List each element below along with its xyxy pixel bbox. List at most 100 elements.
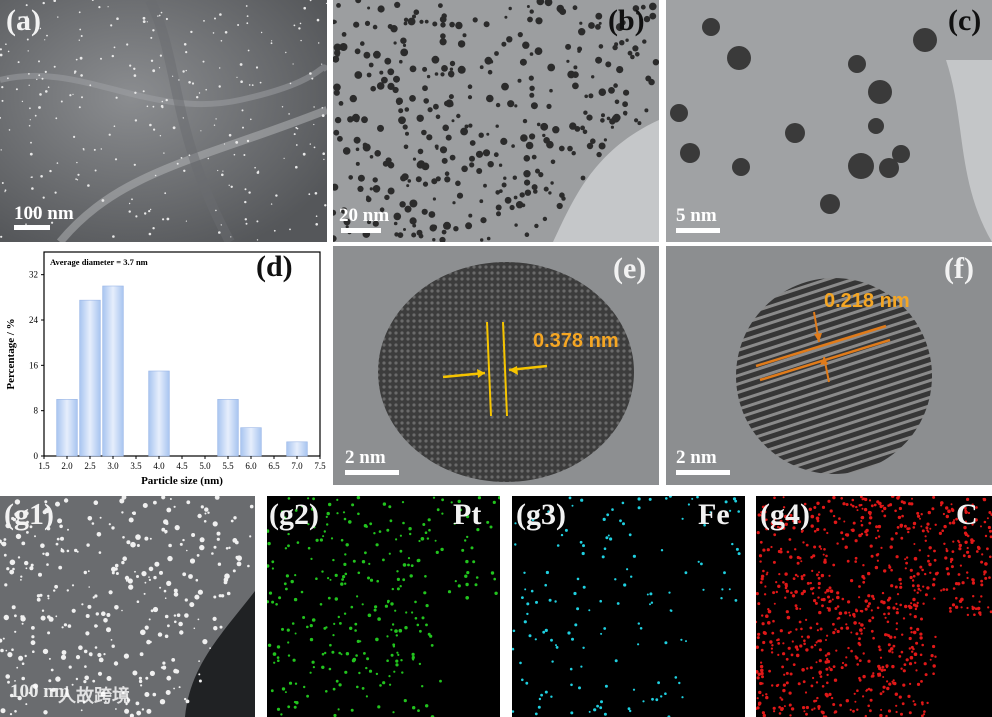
particle-dot (800, 530, 804, 533)
particle-dot (821, 505, 826, 509)
particle-dot (917, 587, 921, 591)
particle-dot (609, 537, 613, 541)
particle-dot (343, 612, 347, 615)
particle-dot (972, 539, 975, 542)
particle-dot (519, 58, 527, 66)
particle-dot (978, 600, 981, 603)
particle-dot (898, 655, 902, 658)
particle-dot (375, 637, 379, 642)
particle-dot (764, 504, 768, 508)
particle-dot (284, 547, 288, 550)
particle-dot (121, 511, 124, 514)
particle-dot (6, 567, 10, 571)
particle-dot (367, 220, 371, 225)
particle-dot (851, 528, 855, 533)
particle-dot (184, 613, 189, 618)
particle-dot (735, 547, 739, 551)
particle-dot (58, 565, 63, 570)
particle-dot (368, 562, 371, 565)
particle-dot (899, 582, 902, 585)
particle-dot (924, 572, 927, 576)
particle-dot (160, 633, 163, 636)
particle-dot (890, 537, 894, 541)
particle-dot (650, 601, 654, 604)
particle-dot (457, 40, 466, 48)
particle-dot (149, 670, 155, 676)
particle-dot (826, 673, 829, 677)
particle-dot (333, 19, 337, 25)
particle-dot (309, 637, 314, 642)
particle-dot (205, 88, 207, 91)
particle-dot (242, 126, 244, 129)
particle-dot (767, 609, 772, 614)
particle-dot (595, 56, 603, 64)
particle-dot (345, 225, 349, 229)
particle-dot (580, 125, 585, 131)
particle-dot (920, 513, 923, 516)
particle-dot (943, 524, 947, 529)
particle-dot (44, 500, 48, 504)
particle-dot (887, 709, 892, 713)
particle-dot (387, 187, 395, 195)
particle-dot (615, 23, 624, 32)
particle-dot (321, 652, 325, 656)
particle-dot (152, 105, 155, 108)
particle-dot (582, 585, 586, 589)
particle-dot (951, 603, 956, 607)
particle-dot (17, 556, 21, 559)
particle-dot (908, 527, 911, 530)
particle-dot (980, 525, 982, 528)
particle-dot (528, 634, 532, 638)
particle-dot (709, 511, 712, 514)
particle-dot (515, 201, 524, 209)
particle-dot (856, 708, 859, 711)
particle-dot (480, 217, 487, 224)
particle-dot (593, 708, 597, 712)
particle-dot (895, 532, 898, 535)
particle-dot (457, 584, 461, 588)
particle-dot (526, 5, 530, 8)
particle-dot (55, 542, 59, 546)
particle-dot (129, 64, 132, 67)
particle-dot (896, 593, 900, 596)
particle-dot (148, 232, 152, 236)
particle-dot (221, 173, 224, 177)
particle-dot (333, 55, 340, 63)
particle-dot (824, 654, 828, 657)
particle-dot (32, 650, 35, 653)
particle-dot (135, 701, 140, 706)
particle-dot (334, 116, 342, 124)
particle-dot (884, 633, 888, 637)
particle-dot (586, 114, 593, 121)
particle-dot (514, 522, 517, 525)
particle-dot (723, 571, 726, 575)
particle-dot (761, 614, 764, 617)
particle-dot (0, 53, 3, 57)
particle-dot (980, 579, 983, 583)
particle-dot (7, 77, 9, 80)
particle-dot (356, 496, 361, 500)
particle-dot (603, 547, 607, 550)
particle-dot (311, 660, 315, 664)
particle-dot (804, 691, 808, 694)
particle-dot (185, 69, 187, 72)
particle-dot (543, 137, 550, 144)
particle-dot (760, 668, 764, 673)
particle-dot (756, 676, 760, 680)
particle-dot (337, 615, 340, 619)
particle-dot (545, 0, 549, 3)
particle-dot (868, 619, 872, 623)
particle-dot (329, 578, 332, 581)
c-map-dots (756, 496, 992, 717)
particle-dot (392, 711, 395, 714)
particle-dot (606, 513, 610, 517)
particle-dot (283, 582, 287, 586)
particle-dot (368, 62, 374, 68)
particle-dot (782, 683, 786, 687)
particle-dot (398, 108, 404, 114)
particle-dot (882, 676, 885, 678)
particle-dot (778, 712, 782, 715)
particle-dot (404, 626, 408, 630)
particle-dot (163, 152, 165, 154)
particle-dot (758, 690, 762, 695)
